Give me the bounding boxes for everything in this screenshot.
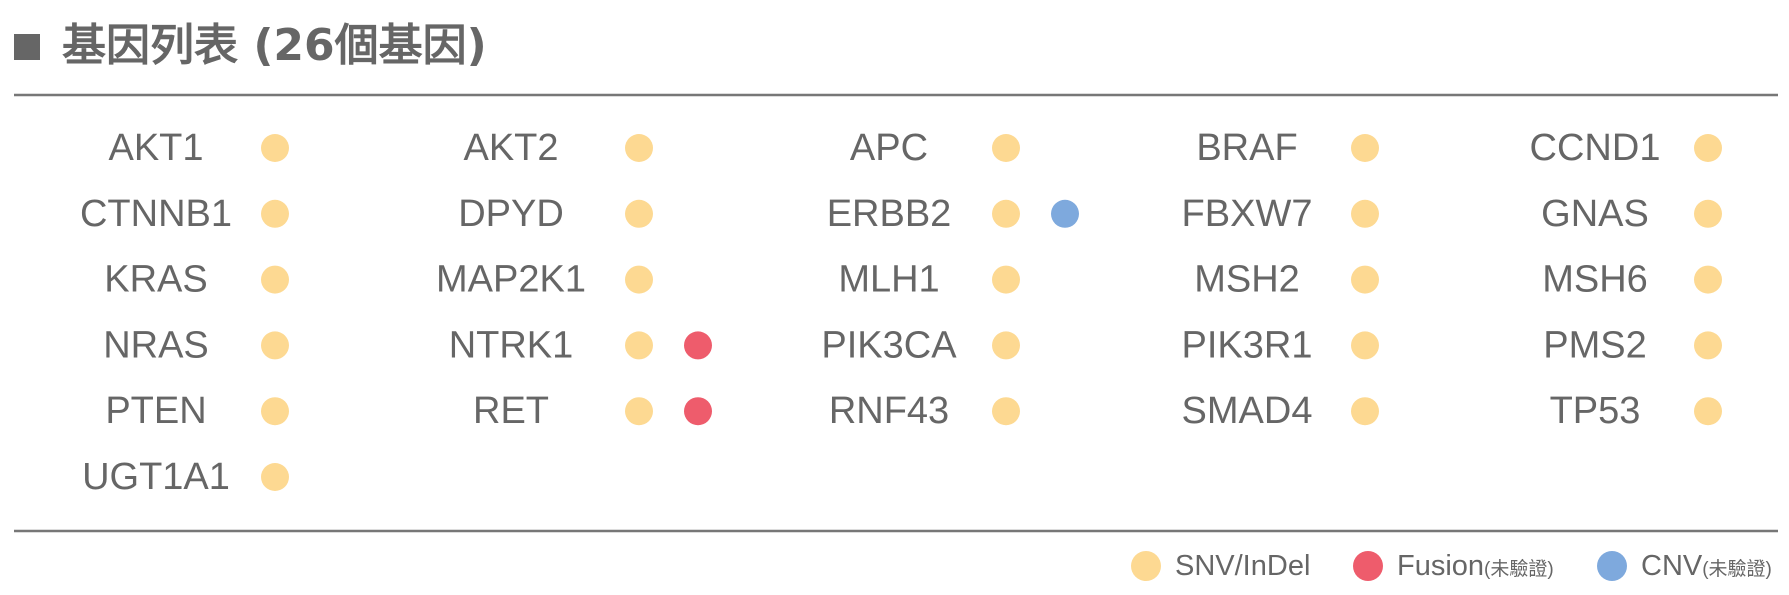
type-dot bbox=[1351, 134, 1379, 162]
legend-dot bbox=[1597, 551, 1627, 581]
type-dot bbox=[1351, 199, 1379, 228]
title: 基因列表 (26個基因) bbox=[62, 20, 487, 71]
type-dot bbox=[625, 265, 653, 294]
gene-name: NRAS bbox=[103, 324, 209, 366]
legend-note: (未驗證) bbox=[1484, 558, 1554, 580]
legend-note: (未驗證) bbox=[1702, 558, 1772, 580]
gene-name: PMS2 bbox=[1543, 324, 1646, 366]
type-dot bbox=[1694, 134, 1722, 162]
type-dot bbox=[261, 331, 289, 360]
type-dot bbox=[1694, 265, 1722, 294]
gene-name: APC bbox=[850, 127, 928, 169]
gene-name: NTRK1 bbox=[449, 324, 574, 366]
gene-name: GNAS bbox=[1541, 193, 1649, 235]
gene-name: SMAD4 bbox=[1182, 390, 1313, 432]
title-icon bbox=[14, 34, 40, 60]
legend-label: CNV(未驗證) bbox=[1641, 550, 1772, 582]
gene-name: MSH6 bbox=[1542, 259, 1648, 301]
type-dot bbox=[625, 397, 653, 426]
type-dot bbox=[261, 134, 289, 162]
type-dot bbox=[1694, 397, 1722, 426]
legend-label: Fusion(未驗證) bbox=[1397, 550, 1554, 582]
gene-name: RNF43 bbox=[829, 390, 949, 432]
gene-name: UGT1A1 bbox=[82, 456, 230, 498]
type-dot bbox=[1694, 199, 1722, 228]
type-dot bbox=[261, 199, 289, 228]
type-dot bbox=[1694, 331, 1722, 360]
legend-label: SNV/InDel bbox=[1175, 550, 1310, 582]
type-dot bbox=[625, 331, 653, 360]
gene-name: PIK3R1 bbox=[1182, 324, 1313, 366]
gene-name: TP53 bbox=[1550, 390, 1641, 432]
gene-name: MSH2 bbox=[1194, 259, 1300, 301]
gene-name: MAP2K1 bbox=[436, 259, 586, 301]
type-dot bbox=[1351, 397, 1379, 426]
legend-dot bbox=[1353, 551, 1383, 581]
legend-dot bbox=[1131, 551, 1161, 581]
gene-name: AKT2 bbox=[463, 127, 558, 169]
type-dot bbox=[992, 199, 1020, 228]
type-dot bbox=[992, 134, 1020, 162]
gene-name: PTEN bbox=[105, 390, 206, 432]
legend-text: Fusion bbox=[1397, 550, 1484, 582]
gene-name: AKT1 bbox=[108, 127, 203, 169]
legend-text: CNV bbox=[1641, 550, 1703, 582]
gene-name: BRAF bbox=[1196, 127, 1297, 169]
type-dot bbox=[992, 265, 1020, 294]
gene-name: ERBB2 bbox=[827, 193, 952, 235]
type-dot bbox=[625, 134, 653, 162]
legend-text: SNV/InDel bbox=[1175, 550, 1310, 582]
gene-name: MLH1 bbox=[838, 259, 939, 301]
type-dot bbox=[1351, 331, 1379, 360]
type-dot bbox=[261, 265, 289, 294]
type-dot bbox=[684, 397, 712, 426]
type-dot bbox=[625, 199, 653, 228]
type-dot bbox=[684, 331, 712, 360]
gene-name: CTNNB1 bbox=[80, 193, 232, 235]
gene-name: PIK3CA bbox=[821, 324, 957, 366]
gene-name: CCND1 bbox=[1530, 127, 1661, 169]
gene-name: DPYD bbox=[458, 193, 564, 235]
gene-name: RET bbox=[473, 390, 549, 432]
gene-name: KRAS bbox=[104, 259, 207, 301]
type-dot bbox=[1351, 265, 1379, 294]
type-dot bbox=[261, 397, 289, 426]
gene-name: FBXW7 bbox=[1182, 193, 1313, 235]
type-dot bbox=[992, 397, 1020, 426]
type-dot bbox=[261, 463, 289, 491]
type-dot bbox=[1051, 199, 1079, 228]
type-dot bbox=[992, 331, 1020, 360]
